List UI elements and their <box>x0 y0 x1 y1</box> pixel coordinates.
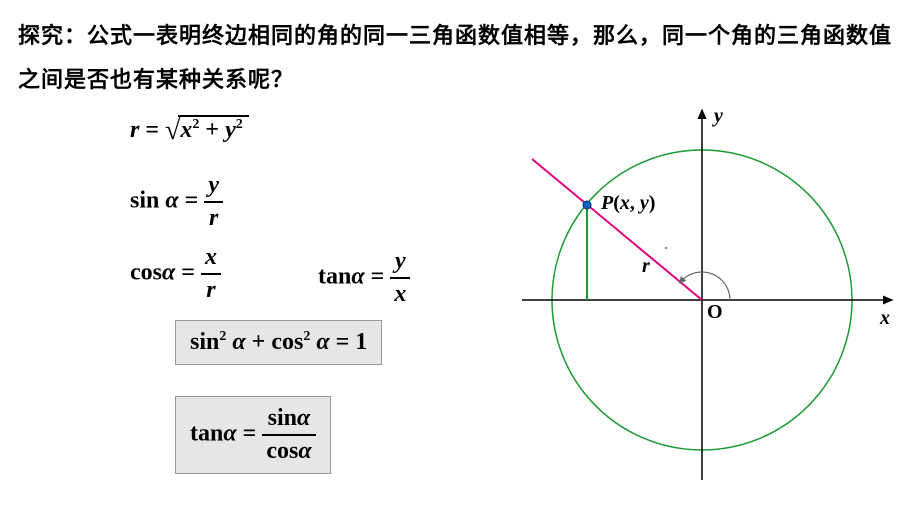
angle-arc <box>681 272 730 300</box>
sin-fn: sin <box>130 188 159 214</box>
point-p <box>583 201 591 209</box>
cos-frac: xr <box>201 244 221 304</box>
tan-eq: = <box>365 264 391 290</box>
id2-num-var: α <box>297 405 310 431</box>
formula-tan-identity: tanα = sinαcosα <box>175 396 331 474</box>
terminal-ray <box>532 159 702 300</box>
unit-circle-diagram: y x O P(x, y) r <box>502 100 902 505</box>
rad-x: x <box>180 117 192 143</box>
rad-y-sq: 2 <box>236 117 243 132</box>
r-lhs: r <box>130 117 139 143</box>
sin-den: r <box>204 203 223 232</box>
diagram-svg: y x O P(x, y) r <box>502 100 902 500</box>
id1-eq: = 1 <box>330 329 368 355</box>
id2-num-fn: sin <box>268 405 297 431</box>
id2-eq: = <box>237 421 263 447</box>
tan-frac: yx <box>390 248 410 308</box>
sin-var: α <box>165 188 178 214</box>
rad-y: y <box>225 117 236 143</box>
cos-var: α <box>162 260 175 286</box>
id2-den-var: α <box>298 438 311 464</box>
sqrt: √x2 + y2 <box>165 115 249 144</box>
id1-sin: sin <box>190 329 219 355</box>
id1-sin-sq: 2 <box>219 329 226 344</box>
tan-var: α <box>351 264 364 290</box>
id2-num: sinα <box>262 405 315 436</box>
formula-r-definition: r = √x2 + y2 <box>130 115 249 144</box>
r-label: r <box>642 255 650 277</box>
x-axis-label: x <box>879 307 890 329</box>
cos-den: r <box>201 275 221 304</box>
id2-den-fn: cos <box>266 438 298 464</box>
formula-sin-def: sin α = yr <box>130 172 223 232</box>
tan-den: x <box>390 279 410 308</box>
id2-frac: sinαcosα <box>262 405 315 465</box>
sin-frac: yr <box>204 172 223 232</box>
cos-fn: cos <box>130 260 162 286</box>
point-label: P(x, y) <box>600 192 655 214</box>
sin-eq: = <box>179 188 205 214</box>
id1-var2: α <box>316 329 329 355</box>
r-eq: = <box>139 117 165 143</box>
formula-pythagorean-identity: sin2 α + cos2 α = 1 <box>175 320 382 365</box>
id2-var: α <box>223 421 236 447</box>
rad-plus: + <box>199 117 225 143</box>
id2-den: cosα <box>262 436 315 465</box>
id1-cos-sq: 2 <box>303 329 310 344</box>
formula-cos-def: cosα = xr <box>130 244 221 304</box>
sin-num: y <box>204 172 223 203</box>
tan-fn: tan <box>318 264 351 290</box>
formula-tan-def: tanα = yx <box>318 248 410 308</box>
id1-cos: cos <box>271 329 303 355</box>
tan-num: y <box>390 248 410 279</box>
id1-plus: + <box>246 329 272 355</box>
cos-num: x <box>201 244 221 275</box>
lecture-marker <box>665 247 667 249</box>
intro-text: 探究：公式一表明终边相同的角的同一三角函数值相等，那么，同一个角的三角函数值之间… <box>18 14 902 102</box>
id1-var1: α <box>232 329 245 355</box>
cos-eq: = <box>175 260 201 286</box>
y-axis-label: y <box>712 105 723 127</box>
origin-label: O <box>707 301 723 323</box>
id2-tan: tan <box>190 421 223 447</box>
radical-sign: √ <box>165 117 180 146</box>
radicand: x2 + y2 <box>178 115 248 144</box>
